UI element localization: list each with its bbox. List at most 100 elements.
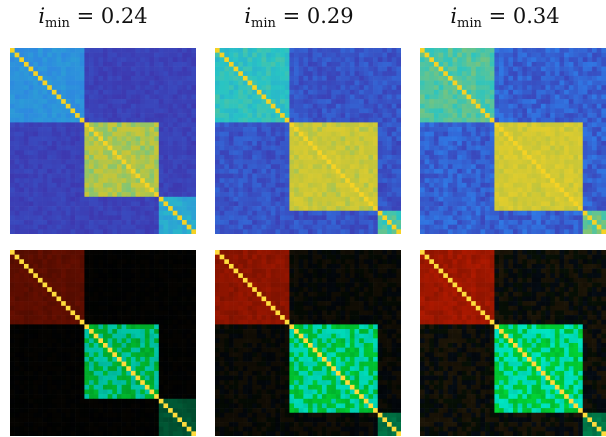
heatmap-cell bbox=[298, 145, 304, 151]
heatmap-cell bbox=[242, 71, 248, 77]
heatmap-cell bbox=[312, 131, 318, 137]
heatmap-cell bbox=[513, 201, 518, 207]
heatmap-cell bbox=[61, 57, 67, 63]
heatmap-cell bbox=[98, 127, 104, 132]
heatmap-cell bbox=[499, 71, 504, 77]
heatmap-cell bbox=[508, 66, 514, 72]
heatmap-cell bbox=[79, 61, 85, 67]
heatmap-cell bbox=[103, 215, 108, 221]
heatmap-cell bbox=[252, 196, 258, 202]
heatmap-cell bbox=[284, 187, 290, 193]
heatmap-cell bbox=[340, 150, 346, 156]
heatmap-cell bbox=[75, 131, 81, 137]
heatmap-cell bbox=[452, 127, 458, 132]
heatmap-cell bbox=[215, 108, 220, 114]
heatmap-cell bbox=[163, 61, 169, 67]
heatmap-cell bbox=[121, 131, 127, 137]
heatmap-cell bbox=[424, 164, 430, 170]
heatmap-cell bbox=[582, 80, 588, 86]
heatmap-cell bbox=[144, 127, 150, 132]
heatmap-cell bbox=[489, 159, 495, 165]
heatmap-cell bbox=[154, 141, 160, 146]
heatmap-cell bbox=[238, 215, 244, 221]
heatmap-cell bbox=[317, 52, 323, 58]
heatmap-cell bbox=[84, 61, 90, 67]
heatmap-cell bbox=[503, 85, 509, 91]
heatmap-cell bbox=[103, 57, 108, 63]
heatmap-cell bbox=[368, 52, 374, 58]
heatmap-cell bbox=[261, 206, 267, 212]
heatmap-cell bbox=[103, 206, 108, 212]
heatmap-cell bbox=[252, 206, 258, 212]
heatmap-cell bbox=[228, 131, 234, 137]
heatmap-cell bbox=[289, 192, 295, 198]
heatmap-cell bbox=[326, 215, 332, 221]
heatmap-cell bbox=[116, 108, 122, 114]
heatmap-cell bbox=[154, 127, 160, 132]
heatmap-cell bbox=[443, 113, 449, 119]
title-subscript: min bbox=[45, 16, 70, 31]
heatmap-cell bbox=[298, 210, 304, 216]
heatmap-cell bbox=[308, 164, 313, 170]
heatmap-cell bbox=[121, 192, 127, 198]
heatmap-cell bbox=[494, 187, 500, 193]
heatmap-cell bbox=[191, 136, 196, 142]
heatmap-cell bbox=[112, 99, 118, 105]
heatmap-cell bbox=[349, 61, 355, 67]
heatmap-cell bbox=[224, 131, 230, 137]
heatmap-cell bbox=[420, 173, 425, 179]
heatmap-cell bbox=[526, 168, 532, 174]
heatmap-cell bbox=[126, 66, 132, 72]
heatmap-cell bbox=[154, 103, 160, 109]
heatmap-cell bbox=[79, 250, 85, 255]
heatmap-cell bbox=[396, 229, 401, 234]
heatmap-cell bbox=[382, 178, 388, 184]
heatmap-cell bbox=[10, 215, 15, 221]
heatmap-cell bbox=[559, 224, 565, 230]
heatmap-cell bbox=[116, 210, 122, 216]
heatmap-cell bbox=[340, 48, 346, 53]
heatmap-cell bbox=[382, 85, 388, 91]
heatmap-cell bbox=[144, 154, 150, 160]
heatmap-cell bbox=[475, 154, 481, 160]
heatmap-cell bbox=[331, 178, 337, 184]
heatmap-cell bbox=[140, 99, 146, 105]
heatmap-cell bbox=[144, 99, 150, 105]
heatmap-cell bbox=[37, 48, 43, 53]
heatmap-cell bbox=[270, 210, 276, 216]
heatmap-cell bbox=[93, 250, 99, 255]
heatmap-cell bbox=[28, 259, 34, 265]
heatmap-cell bbox=[112, 173, 118, 179]
heatmap-cell bbox=[19, 268, 25, 274]
heatmap-cell bbox=[10, 131, 15, 137]
heatmap-cell bbox=[112, 141, 118, 146]
heatmap-cell bbox=[23, 57, 29, 63]
heatmap-cell bbox=[256, 173, 262, 179]
heatmap-cell bbox=[23, 94, 29, 100]
heatmap-cell bbox=[219, 108, 225, 114]
heatmap-cell bbox=[14, 141, 20, 146]
heatmap-cell bbox=[261, 196, 267, 202]
heatmap-cell bbox=[70, 117, 76, 123]
heatmap-cell bbox=[564, 131, 570, 137]
heatmap-cell bbox=[308, 75, 313, 81]
heatmap-cell bbox=[144, 52, 150, 58]
heatmap-cell bbox=[298, 52, 304, 58]
heatmap-cell bbox=[503, 215, 509, 221]
heatmap-cell bbox=[526, 173, 532, 179]
heatmap-cell bbox=[149, 263, 155, 269]
heatmap-cell bbox=[177, 61, 183, 67]
heatmap-cell bbox=[368, 71, 374, 77]
heatmap-cell bbox=[550, 89, 556, 95]
heatmap-cell bbox=[359, 220, 365, 225]
heatmap-cell bbox=[438, 117, 444, 123]
heatmap-cell bbox=[349, 141, 355, 146]
heatmap-cell bbox=[578, 94, 584, 100]
heatmap-cell bbox=[47, 182, 53, 188]
heatmap-cell bbox=[433, 48, 439, 53]
heatmap-cell bbox=[51, 80, 57, 86]
heatmap-cell bbox=[256, 187, 262, 193]
heatmap-cell bbox=[531, 141, 537, 146]
heatmap-cell bbox=[335, 122, 341, 128]
heatmap-cell bbox=[517, 108, 523, 114]
